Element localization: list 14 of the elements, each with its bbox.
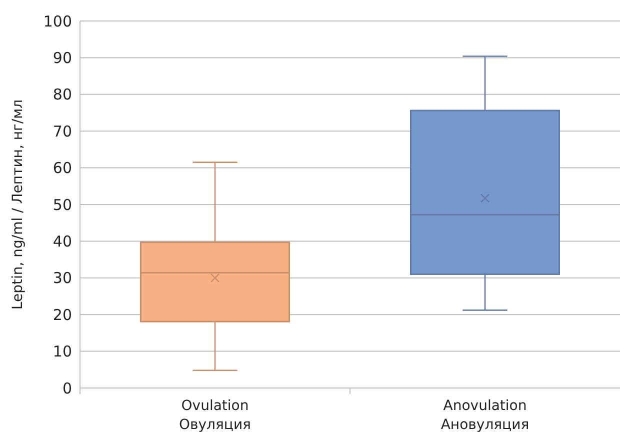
x-tick-label: Anovulation Ановуляция bbox=[440, 398, 530, 433]
y-tick-label: 30 bbox=[52, 269, 72, 288]
y-axis-title: Leptin, ng/ml / Лептин, нг/мл bbox=[10, 99, 26, 310]
x-tick-label: Ovulation Овуляция bbox=[179, 398, 251, 433]
y-tick-label: 10 bbox=[52, 342, 72, 361]
y-tick-label: 20 bbox=[52, 306, 72, 324]
y-tick-label: 70 bbox=[52, 122, 72, 140]
y-tick-label: 40 bbox=[52, 232, 72, 250]
y-tick-label: 100 bbox=[43, 12, 72, 30]
y-tick-label: 50 bbox=[52, 196, 72, 214]
y-tick-label: 90 bbox=[52, 48, 72, 67]
y-tick-label: 0 bbox=[62, 379, 72, 398]
y-tick-label: 60 bbox=[52, 159, 72, 178]
y-tick-label: 80 bbox=[52, 86, 72, 104]
